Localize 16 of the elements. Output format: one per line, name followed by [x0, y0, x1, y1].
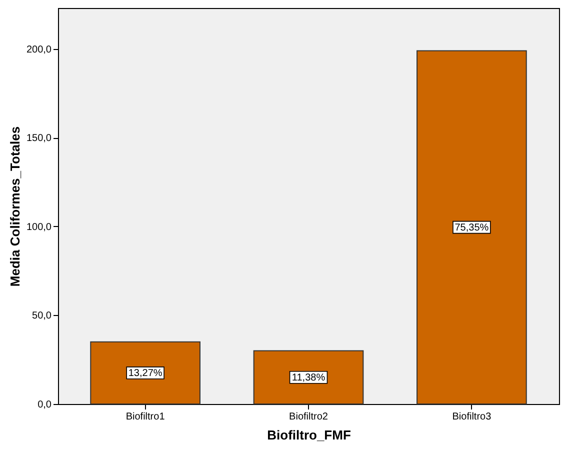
x-axis-title: Biofiltro_FMF	[267, 428, 351, 442]
bar	[253, 350, 364, 404]
bar	[416, 50, 527, 404]
y-axis-title: Media Coliformes_Totales	[7, 126, 22, 287]
annotation: 13,27%	[128, 368, 162, 379]
annotation: 75,35%	[454, 222, 489, 234]
bar	[90, 341, 200, 404]
x-tick-label: Biofiltro3	[452, 412, 492, 422]
x-tick-label: Biofiltro2	[289, 412, 328, 422]
y-tick-label: 150,0	[26, 133, 52, 144]
x-tick-label: Biofiltro1	[126, 412, 166, 422]
annotation: 11,38%	[292, 372, 326, 384]
y-tick-label: 200,0	[26, 44, 52, 56]
y-tick-label: 0,0	[38, 400, 52, 410]
y-tick-label: 100,0	[26, 222, 52, 233]
y-tick-label: 50,0	[32, 310, 52, 322]
